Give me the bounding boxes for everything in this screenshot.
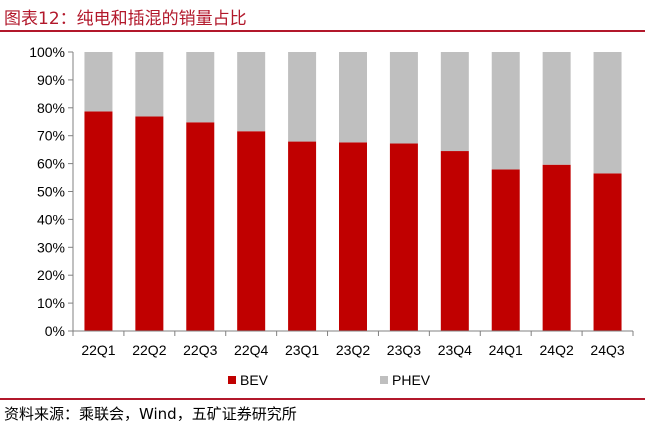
- bar-bev: [440, 151, 469, 331]
- y-tick-label: 20%: [37, 267, 65, 283]
- bar-phev: [186, 52, 215, 123]
- bar-phev: [339, 52, 367, 143]
- y-tick-label: 0%: [45, 323, 65, 339]
- y-axis: 0% 10% 20% 30% 40% 50% 60% 70% 80% 90% 100%: [29, 44, 74, 339]
- figure-title: 图表12：纯电和插混的销量占比: [4, 9, 247, 29]
- bar-phev: [593, 52, 622, 174]
- x-tick-label: 23Q3: [387, 342, 421, 358]
- x-tick-label: 24Q2: [540, 342, 574, 358]
- y-tick-label: 10%: [37, 295, 65, 311]
- bar-bev: [84, 111, 113, 331]
- y-tick-label: 30%: [37, 239, 65, 255]
- bar-bev: [542, 164, 571, 331]
- bar-bev: [339, 142, 367, 331]
- x-tick-label: 23Q1: [285, 342, 319, 358]
- bar-phev: [237, 52, 266, 132]
- y-tick-label: 80%: [37, 100, 65, 116]
- x-tick-label: 22Q3: [183, 342, 217, 358]
- bar-bev: [186, 122, 215, 331]
- bar-phev: [288, 52, 317, 142]
- y-tick-label: 90%: [37, 72, 65, 88]
- source-note: 资料来源：乘联会，Wind，五矿证券研究所: [4, 405, 297, 423]
- source-rule: [0, 398, 645, 400]
- x-tick-label: 24Q1: [489, 342, 523, 358]
- bars: [84, 52, 622, 331]
- bar-bev: [389, 143, 418, 331]
- bar-phev: [389, 52, 418, 144]
- x-tick-label: 22Q1: [81, 342, 115, 358]
- bar-bev: [288, 141, 317, 331]
- bar-phev: [491, 52, 520, 170]
- bar-bev: [491, 169, 520, 331]
- bar-bev: [135, 116, 164, 331]
- stacked-bar-chart: 0%10%20%30%40%50%60%70%80%90%100% 22Q1 22…: [29, 44, 634, 388]
- y-tick-label: 40%: [37, 211, 65, 227]
- y-tick-label: 50%: [37, 184, 65, 200]
- bar-bev: [237, 131, 266, 331]
- legend: BEV PHEV: [228, 372, 431, 388]
- x-tick-label: 23Q4: [438, 342, 472, 358]
- legend-swatch-phev: [380, 376, 388, 384]
- bar-phev: [135, 52, 164, 117]
- bar-bev: [593, 173, 622, 331]
- x-axis: 22Q1 22Q2 22Q3 22Q4 23Q1 23Q2 23Q3 23Q4 24Q1 24Q2…: [72, 330, 634, 358]
- legend-swatch-bev: [228, 376, 236, 384]
- x-tick-label: 22Q2: [132, 342, 166, 358]
- x-tick-label: 24Q3: [590, 342, 624, 358]
- x-tick-label: 23Q2: [336, 342, 370, 358]
- y-tick-label: 60%: [37, 156, 65, 172]
- bar-phev: [440, 52, 469, 152]
- legend-label-bev: BEV: [240, 372, 269, 388]
- title-rule: [0, 30, 645, 32]
- x-tick-label: 22Q4: [234, 342, 268, 358]
- bar-phev: [84, 52, 113, 112]
- y-tick-label: 100%: [29, 44, 65, 60]
- y-tick-label: 70%: [37, 128, 65, 144]
- bar-phev: [542, 52, 571, 165]
- legend-label-phev: PHEV: [392, 372, 431, 388]
